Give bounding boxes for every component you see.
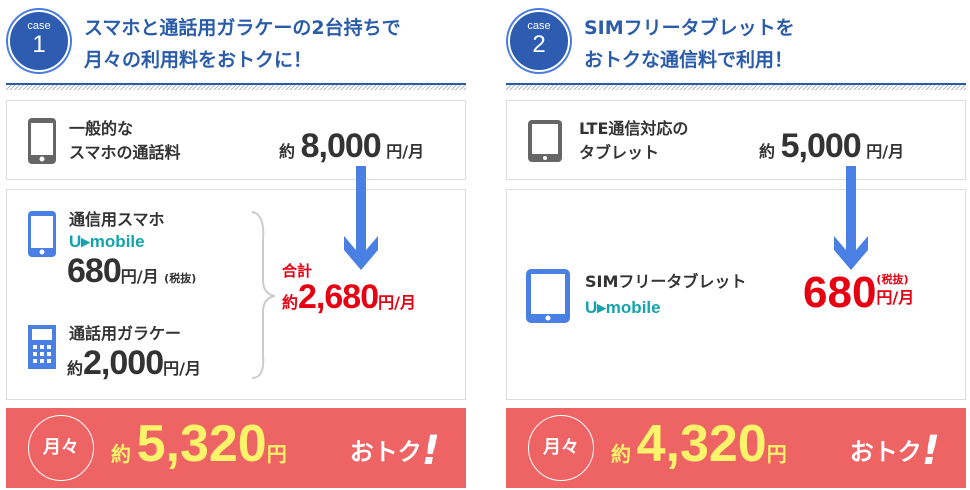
badge-label: case — [27, 20, 51, 32]
hatch-divider — [506, 85, 966, 90]
before-price: 約 8,000 円/月 — [279, 127, 424, 166]
badge-number: 1 — [32, 31, 46, 58]
exclaim: ! — [421, 428, 440, 474]
arrow-down-icon — [834, 166, 868, 270]
tablet-icon — [526, 269, 570, 323]
tax-note: (税抜) — [876, 273, 909, 286]
unit: 円/月 — [163, 359, 201, 378]
item-label: 通話用ガラケー — [69, 324, 182, 343]
before-box: LTE通信対応の タブレット 約 5,000 円/月 — [506, 100, 966, 180]
title-line: スマホと通話用ガラケーの2台持ちで — [84, 17, 401, 39]
unit: 円/月 — [386, 142, 425, 161]
case-2-panel: case 2 SIMフリータブレットを おトクな通信料で利用！ LTE通信対応の タブ… — [506, 0, 966, 490]
prefix: 約 — [611, 442, 631, 466]
prefix: 約 — [111, 442, 131, 466]
savings-amount: 約 5,320円 — [111, 414, 287, 474]
prefix: 約 — [279, 142, 296, 161]
amount: 8,000 — [300, 127, 382, 165]
tablet-icon — [528, 120, 562, 162]
savings-amount: 約 4,320円 — [611, 414, 787, 474]
case-1-panel: case 1 スマホと通話用ガラケーの2台持ちで 月々の利用料をおトクに！ 一般的な… — [6, 0, 466, 490]
tagline: おトク — [349, 438, 422, 466]
badge-number: 2 — [532, 31, 546, 58]
unit: 円 — [766, 442, 787, 466]
divider — [6, 83, 466, 85]
savings-banner: 月々 約 5,320円 おトク! — [6, 408, 466, 488]
badge-label: case — [527, 20, 551, 32]
after-box: 通信用スマホ U▸mobile 680円/月 (税抜) 通話用ガラケー 約2,0… — [6, 189, 466, 400]
unit: 円/月 — [876, 288, 915, 307]
hatch-divider — [6, 85, 466, 90]
smartphone-icon — [28, 118, 56, 164]
amount: 680 — [803, 268, 877, 317]
item1-price: 680円/月 (税抜) — [67, 252, 196, 291]
item-label: 通信用スマホ — [69, 210, 165, 229]
before-box: 一般的なスマホの通話料 約 8,000 円/月 — [6, 100, 466, 180]
savings-banner: 月々 約 4,320円 おトク! — [506, 408, 966, 488]
case-badge: case 2 — [508, 10, 570, 72]
smartphone-icon — [28, 211, 56, 257]
prefix: 約 — [759, 142, 776, 161]
label-line: LTE通信対応の — [579, 119, 689, 138]
case-title: SIMフリータブレットを おトクな通信料で利用！ — [584, 12, 795, 76]
item-label: SIMフリータブレット — [585, 272, 747, 291]
title-line: おトクな通信料で利用！ — [584, 49, 794, 71]
item2-price: 約2,000円/月 — [67, 344, 201, 383]
divider — [506, 83, 966, 85]
label-line: タブレット — [579, 143, 660, 162]
brace — [251, 211, 276, 379]
case-title: スマホと通話用ガラケーの2台持ちで 月々の利用料をおトクに！ — [84, 12, 401, 76]
after-price: 680 (税抜) 円/月 — [803, 268, 914, 318]
prefix: 約 — [67, 359, 84, 378]
period-circle: 月々 — [28, 415, 94, 481]
unit: 円/月 — [120, 267, 159, 286]
umobile-logo: U▸mobile — [585, 298, 661, 317]
amount: 4,320 — [636, 415, 767, 473]
before-price: 約 5,000 円/月 — [759, 127, 904, 166]
tax-note: (税抜) — [164, 272, 197, 285]
amount: 2,680 — [298, 278, 379, 316]
tagline: おトク — [849, 438, 922, 466]
feature-phone-icon — [28, 325, 56, 369]
before-label: 一般的なスマホの通話料 — [69, 117, 181, 165]
unit: 円 — [266, 442, 287, 466]
otoku-text: おトク! — [350, 428, 440, 474]
title-line: 月々の利用料をおトクに！ — [84, 49, 313, 71]
otoku-text: おトク! — [850, 428, 940, 474]
amount: 5,320 — [136, 415, 267, 473]
before-label: LTE通信対応の タブレット — [579, 117, 688, 165]
unit: 円/月 — [866, 142, 905, 161]
amount: 2,000 — [83, 344, 164, 382]
period-circle: 月々 — [528, 415, 594, 481]
after-box: SIMフリータブレット U▸mobile 680 (税抜) 円/月 — [506, 189, 966, 400]
exclaim: ! — [921, 428, 940, 474]
amount: 5,000 — [780, 127, 862, 165]
label-line: 一般的な — [69, 119, 134, 138]
amount: 680 — [67, 252, 122, 290]
label-line: スマホの通話料 — [69, 143, 181, 162]
prefix: 約 — [282, 293, 299, 312]
umobile-logo: U▸mobile — [69, 232, 145, 251]
title-line: SIMフリータブレットを — [584, 17, 795, 39]
total-price: 約2,680円/月 — [282, 278, 416, 317]
total-label: 合計 — [282, 262, 313, 280]
arrow-down-icon — [344, 166, 378, 270]
unit: 円/月 — [378, 293, 416, 312]
case-badge: case 1 — [8, 10, 70, 72]
